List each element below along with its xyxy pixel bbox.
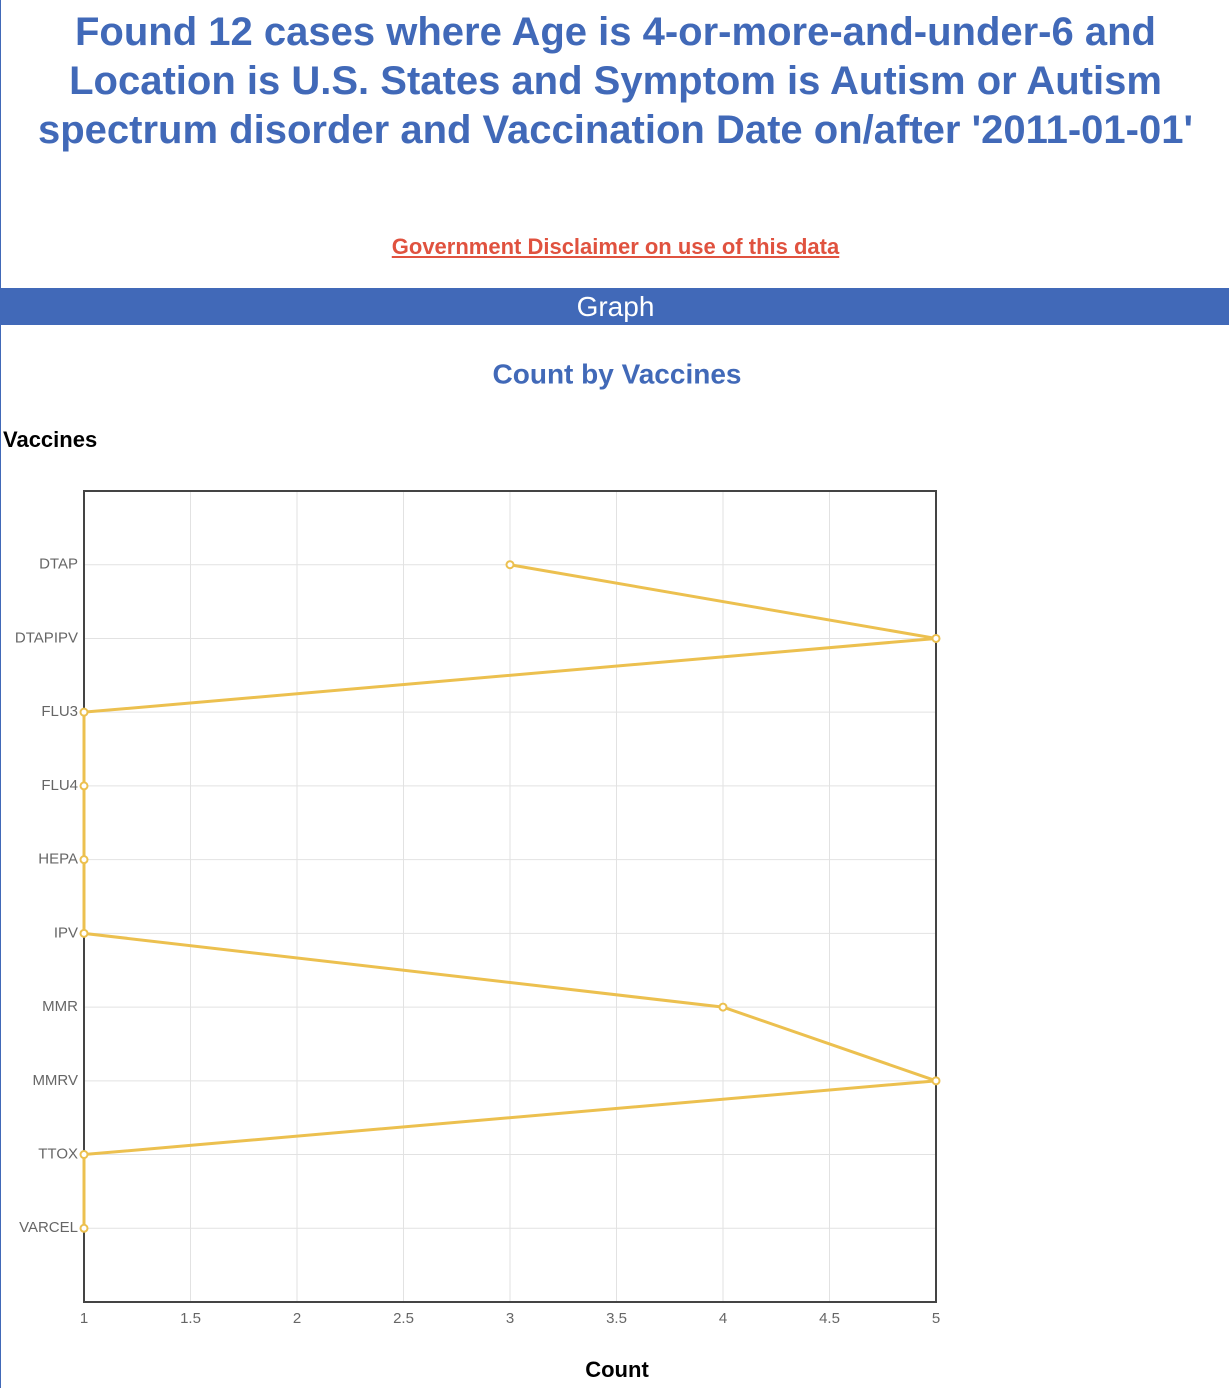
data-point (79, 928, 89, 938)
y-tick-label: VARCEL (19, 1219, 78, 1236)
section-bar: Graph (1, 288, 1229, 325)
page-title: Found 12 cases where Age is 4-or-more-an… (38, 10, 1193, 152)
x-tick-label: 4.5 (819, 1310, 840, 1327)
chart-title: Count by Vaccines (493, 358, 742, 389)
data-point (505, 560, 515, 570)
section-title: Graph (576, 291, 655, 322)
disclaimer-link[interactable]: Government Disclaimer on use of this dat… (391, 234, 840, 259)
y-tick-label: DTAPIPV (15, 629, 78, 646)
disclaimer-wrap: Government Disclaimer on use of this dat… (1, 234, 1229, 260)
x-tick-label: 1.5 (180, 1310, 201, 1327)
x-tick-label: 4 (719, 1310, 727, 1327)
data-point (79, 855, 89, 865)
series-line (82, 563, 937, 1229)
data-point (718, 1002, 728, 1012)
x-tick-label: 3.5 (606, 1310, 627, 1327)
x-tick-label: 5 (932, 1310, 940, 1327)
x-tick-label: 3 (506, 1310, 514, 1327)
x-tick-label: 2.5 (393, 1310, 414, 1327)
y-tick-label: HEPA (38, 851, 78, 868)
data-point (79, 707, 89, 717)
y-tick-label: FLU3 (41, 703, 78, 720)
y-tick-label: IPV (54, 924, 78, 941)
data-point (79, 1223, 89, 1233)
y-tick-label: FLU4 (41, 777, 78, 794)
data-point (79, 1150, 89, 1160)
data-point (931, 633, 941, 643)
y-tick-label: DTAP (39, 556, 78, 573)
data-point (931, 1076, 941, 1086)
x-tick-label: 1 (80, 1310, 88, 1327)
y-tick-label: MMR (42, 998, 78, 1015)
x-axis-label: Count (585, 1357, 649, 1382)
x-tick-label: 2 (293, 1310, 301, 1327)
y-tick-label: TTOX (38, 1146, 78, 1163)
y-tick-label: MMRV (32, 1072, 78, 1089)
data-point (79, 781, 89, 791)
y-axis-label: Vaccines (3, 427, 97, 452)
